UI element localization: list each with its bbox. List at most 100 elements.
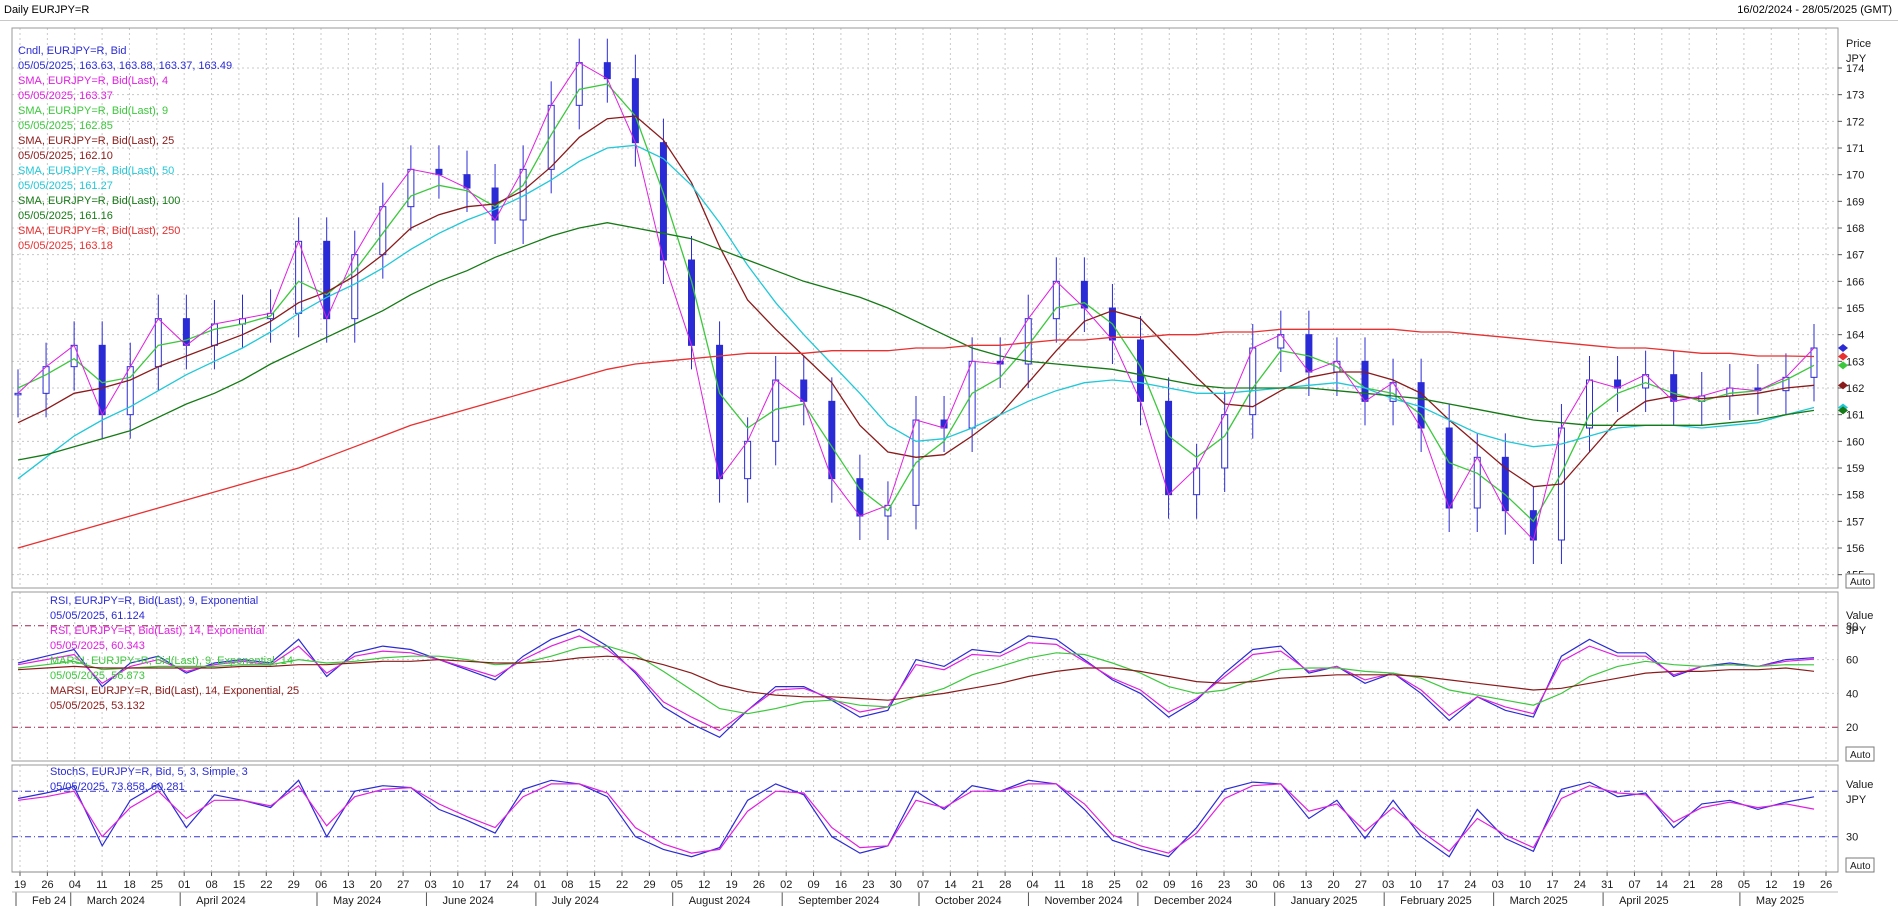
day-tick-label: 30: [890, 879, 902, 891]
month-label: May 2025: [1756, 895, 1804, 907]
legend-sma250-value: 05/05/2025, 163.18: [18, 240, 113, 252]
legend-sma50-value: 05/05/2025, 161.27: [18, 180, 113, 192]
price-tick-label: 163: [1846, 356, 1864, 368]
day-tick-label: 19: [14, 879, 26, 891]
day-tick-label: 13: [1300, 879, 1312, 891]
candle-body: [968, 360, 976, 429]
stoch-auto-button[interactable]: Auto: [1845, 857, 1875, 873]
month-label: January 2025: [1291, 895, 1358, 907]
price-auto-label: Auto: [1850, 577, 1871, 588]
month-label: February 2025: [1400, 895, 1472, 907]
sma4-line: [17, 62, 1815, 541]
day-tick-label: 14: [1656, 879, 1668, 891]
rsi9-line: [17, 628, 1815, 739]
day-tick-label: 03: [424, 879, 436, 891]
candle-body: [1670, 374, 1678, 402]
stoch-axis-label: Value: [1846, 779, 1873, 791]
day-tick-label: 09: [1163, 879, 1175, 891]
day-tick-label: 17: [1546, 879, 1558, 891]
day-tick-label: 11: [1054, 879, 1065, 891]
day-tick-label: 11: [96, 879, 107, 891]
day-tick-label: 16: [1191, 879, 1203, 891]
day-tick-label: 03: [1492, 879, 1504, 891]
month-label: October 2024: [935, 895, 1002, 907]
day-tick-label: 10: [1410, 879, 1422, 891]
sma9-line: [17, 83, 1815, 523]
month-label: November 2024: [1044, 895, 1122, 907]
price-tick-label: 162: [1846, 383, 1864, 395]
day-tick-label: 21: [1683, 879, 1695, 891]
price-tick-label: 159: [1846, 463, 1864, 475]
legend-sma4-label: SMA, EURJPY=R, Bid(Last), 4: [18, 75, 168, 87]
day-tick-label: 10: [1519, 879, 1531, 891]
price-tick-label: 158: [1846, 490, 1864, 502]
stoch-k-line: [17, 779, 1815, 858]
last-value-marker: [1838, 344, 1848, 352]
candle-body: [1193, 467, 1201, 496]
price-tick-label: 174: [1846, 63, 1864, 75]
candle-body: [603, 62, 611, 80]
day-tick-label: 28: [999, 879, 1011, 891]
day-tick-label: 06: [1273, 879, 1285, 891]
last-value-marker: [1838, 406, 1848, 415]
day-tick-label: 12: [1765, 879, 1777, 891]
day-tick-label: 15: [233, 879, 245, 891]
price-tick-label: 173: [1846, 90, 1864, 102]
month-label: Feb 24: [32, 895, 66, 907]
month-label: December 2024: [1154, 895, 1232, 907]
price-tick-label: 165: [1846, 303, 1864, 315]
day-tick-label: 17: [479, 879, 491, 891]
legend-sma250-label: SMA, EURJPY=R, Bid(Last), 250: [18, 225, 180, 237]
price-tick-label: 171: [1846, 143, 1864, 155]
price-tick-label: 169: [1846, 196, 1864, 208]
legend-sma4-value: 05/05/2025, 163.37: [18, 90, 113, 102]
day-tick-label: 21: [972, 879, 984, 891]
day-tick-label: 01: [178, 879, 190, 891]
day-tick-label: 01: [534, 879, 546, 891]
chart-canvas[interactable]: 1551561571581591601611621631641651661671…: [0, 20, 1898, 909]
rsi-auto-button[interactable]: Auto: [1845, 746, 1875, 762]
day-tick-label: 26: [753, 879, 765, 891]
candle-body: [1277, 334, 1285, 349]
day-tick-label: 02: [1136, 879, 1148, 891]
rsi-pane-frame: [11, 591, 1839, 762]
candle-body: [1024, 318, 1032, 365]
legend-stoch-value: 05/05/2025, 73.858, 60.281: [50, 781, 185, 793]
day-tick-label: 02: [780, 879, 792, 891]
price-tick-label: 167: [1846, 250, 1864, 262]
day-tick-label: 12: [698, 879, 710, 891]
candle-body: [351, 254, 359, 320]
rsi-auto-label: Auto: [1850, 750, 1871, 761]
last-value-marker: [1838, 381, 1848, 390]
day-tick-label: 24: [1464, 879, 1476, 891]
candle-body: [856, 478, 864, 517]
rsi-tick-label: 40: [1846, 688, 1858, 700]
price-tick-label: 161: [1846, 410, 1864, 422]
rsi14-line: [17, 635, 1815, 732]
day-tick-label: 09: [808, 879, 820, 891]
day-tick-label: 18: [1081, 879, 1093, 891]
legend-sma25-label: SMA, EURJPY=R, Bid(Last), 25: [18, 135, 174, 147]
candle-body: [1165, 400, 1173, 496]
candle-body: [1445, 427, 1453, 509]
day-tick-label: 06: [315, 879, 327, 891]
day-tick-label: 28: [1711, 879, 1723, 891]
candle-body: [1586, 379, 1593, 429]
price-axis-unit: JPY: [1846, 53, 1867, 65]
day-tick-label: 25: [1109, 879, 1121, 891]
day-tick-label: 26: [41, 879, 53, 891]
legend-sma100-value: 05/05/2025, 161.16: [18, 210, 113, 222]
candle-body: [98, 344, 106, 416]
candle-body: [631, 78, 639, 144]
month-label: April 2025: [1619, 895, 1669, 907]
day-tick-label: 17: [1437, 879, 1449, 891]
chart-header: Daily EURJPY=R 16/02/2024 - 28/05/2025 (…: [0, 0, 1898, 21]
day-tick-label: 23: [862, 879, 874, 891]
candle-body: [1501, 456, 1509, 512]
legend-sma100-label: SMA, EURJPY=R, Bid(Last), 100: [18, 195, 180, 207]
candle-body: [828, 400, 836, 480]
day-tick-label: 31: [1601, 879, 1613, 891]
day-tick-label: 22: [616, 879, 628, 891]
price-auto-button[interactable]: Auto: [1845, 573, 1875, 589]
candle-body: [407, 168, 415, 208]
